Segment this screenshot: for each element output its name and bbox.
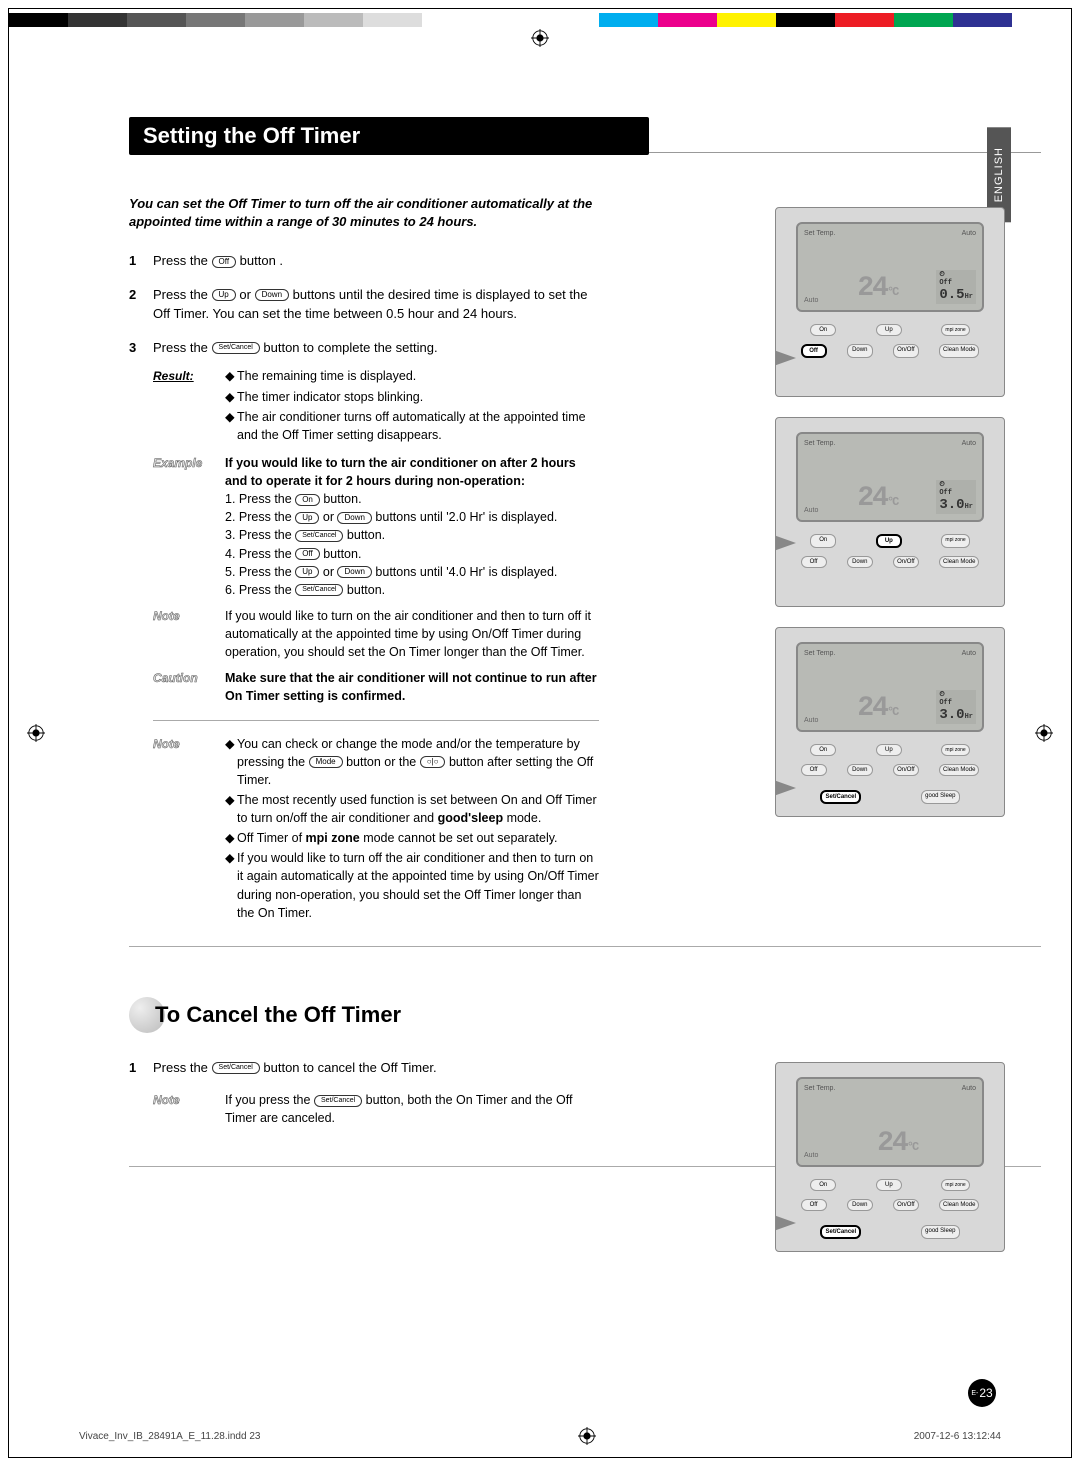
note-block: Note If you would like to turn on the ai… — [153, 607, 599, 661]
off-button-icon: Off — [295, 548, 320, 560]
up-button-icon: Up — [212, 289, 236, 301]
remote-diagram: Set Temp.AutoAuto24°C⏲Off0.5HrOnUpmpi zo… — [775, 207, 1005, 397]
example-block: Example If you would like to turn the ai… — [153, 454, 599, 599]
intro-text: You can set the Off Timer to turn off th… — [129, 195, 599, 231]
off-button-icon: Off — [212, 256, 237, 268]
caution-block: Caution Make sure that the air condition… — [153, 669, 599, 705]
setcancel-button-icon: Set/Cancel — [314, 1095, 362, 1107]
on-button-icon: On — [295, 494, 320, 506]
result-block: Result: ◆The remaining time is displayed… — [153, 367, 599, 446]
up-button-icon: Up — [295, 512, 319, 524]
temp-button-icon: ○|○ — [420, 756, 446, 768]
page-content: Setting the Off Timer ENGLISH You can se… — [9, 47, 1071, 1167]
setcancel-button-icon: Set/Cancel — [212, 342, 260, 354]
registration-mark-icon — [578, 1427, 596, 1445]
step-1: 1 Press the Off button . — [129, 251, 599, 271]
down-button-icon: Down — [337, 566, 371, 578]
footer-filename: Vivace_Inv_IB_28491A_E_11.28.indd 23 — [79, 1431, 260, 1442]
remote-illustration-cancel: Set Temp.AutoAuto24°COnUpmpi zoneOffDown… — [775, 1062, 1005, 1272]
up-button-icon: Up — [295, 566, 319, 578]
footer-date: 2007-12-6 13:12:44 — [914, 1431, 1001, 1442]
section-title: Setting the Off Timer — [129, 117, 649, 155]
remote-diagram: Set Temp.AutoAuto24°COnUpmpi zoneOffDown… — [775, 1062, 1005, 1252]
remote-illustrations: Set Temp.AutoAuto24°C⏲Off0.5HrOnUpmpi zo… — [775, 207, 1005, 837]
cancel-section-title: To Cancel the Off Timer — [129, 997, 1011, 1033]
print-footer: Vivace_Inv_IB_28491A_E_11.28.indd 23 200… — [9, 1427, 1071, 1445]
cancel-steps: 1 Press the Set/Cancel button to cancel … — [129, 1058, 599, 1136]
setcancel-button-icon: Set/Cancel — [295, 584, 343, 596]
steps-list: 1 Press the Off button . 2 Press the Up … — [129, 251, 599, 931]
setcancel-button-icon: Set/Cancel — [295, 530, 343, 542]
step-2: 2 Press the Up or Down buttons until the… — [129, 285, 599, 324]
divider — [153, 720, 599, 721]
registration-mark-icon — [531, 29, 549, 47]
step-3: 3 Press the Set/Cancel button to complet… — [129, 338, 599, 932]
top-registration — [9, 29, 1071, 47]
cancel-note: Note If you press the Set/Cancel button,… — [153, 1091, 599, 1127]
note2-block: Note ◆You can check or change the mode a… — [153, 735, 599, 924]
print-color-bar — [9, 13, 1071, 27]
down-button-icon: Down — [255, 289, 289, 301]
mode-button-icon: Mode — [309, 756, 343, 768]
divider — [129, 946, 1041, 947]
remote-diagram: Set Temp.AutoAuto24°C⏲Off3.0HrOnUpmpi zo… — [775, 627, 1005, 817]
setcancel-button-icon: Set/Cancel — [212, 1062, 260, 1074]
down-button-icon: Down — [337, 512, 371, 524]
remote-diagram: Set Temp.AutoAuto24°C⏲Off3.0HrOnUpmpi zo… — [775, 417, 1005, 607]
cancel-step-1: 1 Press the Set/Cancel button to cancel … — [129, 1058, 599, 1136]
page-container: Setting the Off Timer ENGLISH You can se… — [8, 8, 1072, 1458]
page-number: E-23 — [968, 1379, 996, 1407]
